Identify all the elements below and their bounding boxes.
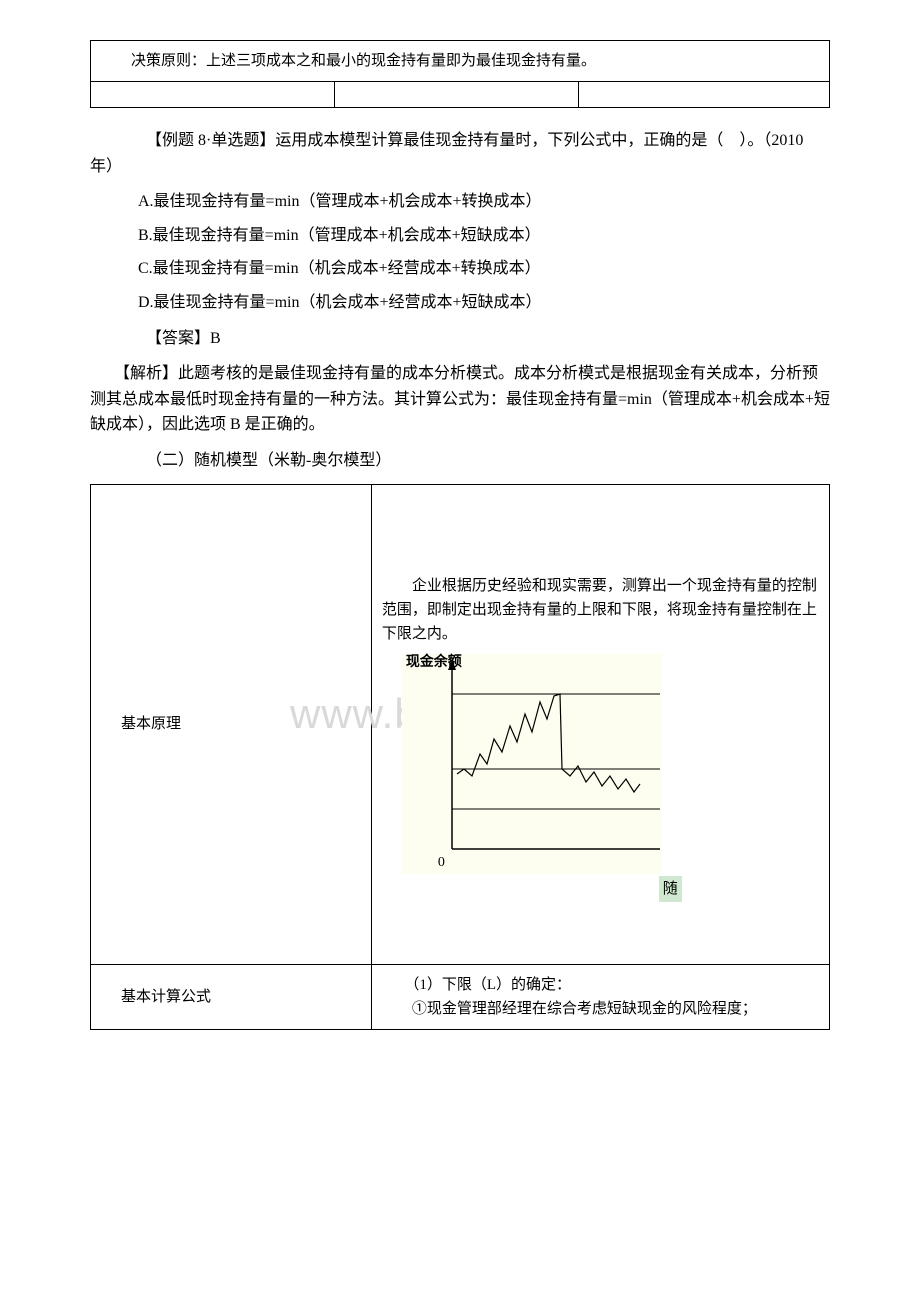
formula-label: 基本计算公式 [91,964,372,1029]
decision-rule-cell: 决策原则：上述三项成本之和最小的现金持有量即为最佳现金持有量。 [91,41,830,82]
cash-balance-path [457,694,640,792]
formula-text: （1）下限（L）的确定： ①现金管理部经理在综合考虑短缺现金的风险程度； [382,977,757,1017]
empty-cell [334,82,578,108]
yaxis-label: 现金余额 [406,652,462,674]
answer: 【答案】B [90,326,830,352]
option-a: A.最佳现金持有量=min（管理成本+机会成本+转换成本） [138,189,830,215]
principle-text: 企业根据历史经验和现实需要，测算出一个现金持有量的控制范围，即制定出现金持有量的… [382,574,819,646]
explanation: 【解析】此题考核的是最佳现金持有量的成本分析模式。成本分析模式是根据现金有关成本… [90,361,830,438]
empty-cell [91,82,335,108]
question-stem: 【例题 8·单选题】运用成本模型计算最佳现金持有量时，下列公式中，正确的是（ ）… [90,128,830,179]
chart-svg [402,654,662,874]
principle-label: 基本原理 [91,484,372,964]
option-b: B.最佳现金持有量=min（管理成本+机会成本+短缺成本） [138,223,830,249]
option-d: D.最佳现金持有量=min（机会成本+经营成本+短缺成本） [138,290,830,316]
bottom-right-label: 随 [659,876,682,902]
model-table: 基本原理 企业根据历史经验和现实需要，测算出一个现金持有量的控制范围，即制定出现… [90,484,830,1030]
section-title: （二）随机模型（米勒-奥尔模型） [90,448,830,474]
decision-rule-table: 决策原则：上述三项成本之和最小的现金持有量即为最佳现金持有量。 [90,40,830,108]
origin-label: 0 [438,852,445,874]
principle-content: 企业根据历史经验和现实需要，测算出一个现金持有量的控制范围，即制定出现金持有量的… [371,484,829,964]
empty-cell [578,82,829,108]
option-c: C.最佳现金持有量=min（机会成本+经营成本+转换成本） [138,256,830,282]
cash-balance-chart: 现金余额 0 随 [402,654,672,874]
formula-content: （1）下限（L）的确定： ①现金管理部经理在综合考虑短缺现金的风险程度； [371,964,829,1029]
